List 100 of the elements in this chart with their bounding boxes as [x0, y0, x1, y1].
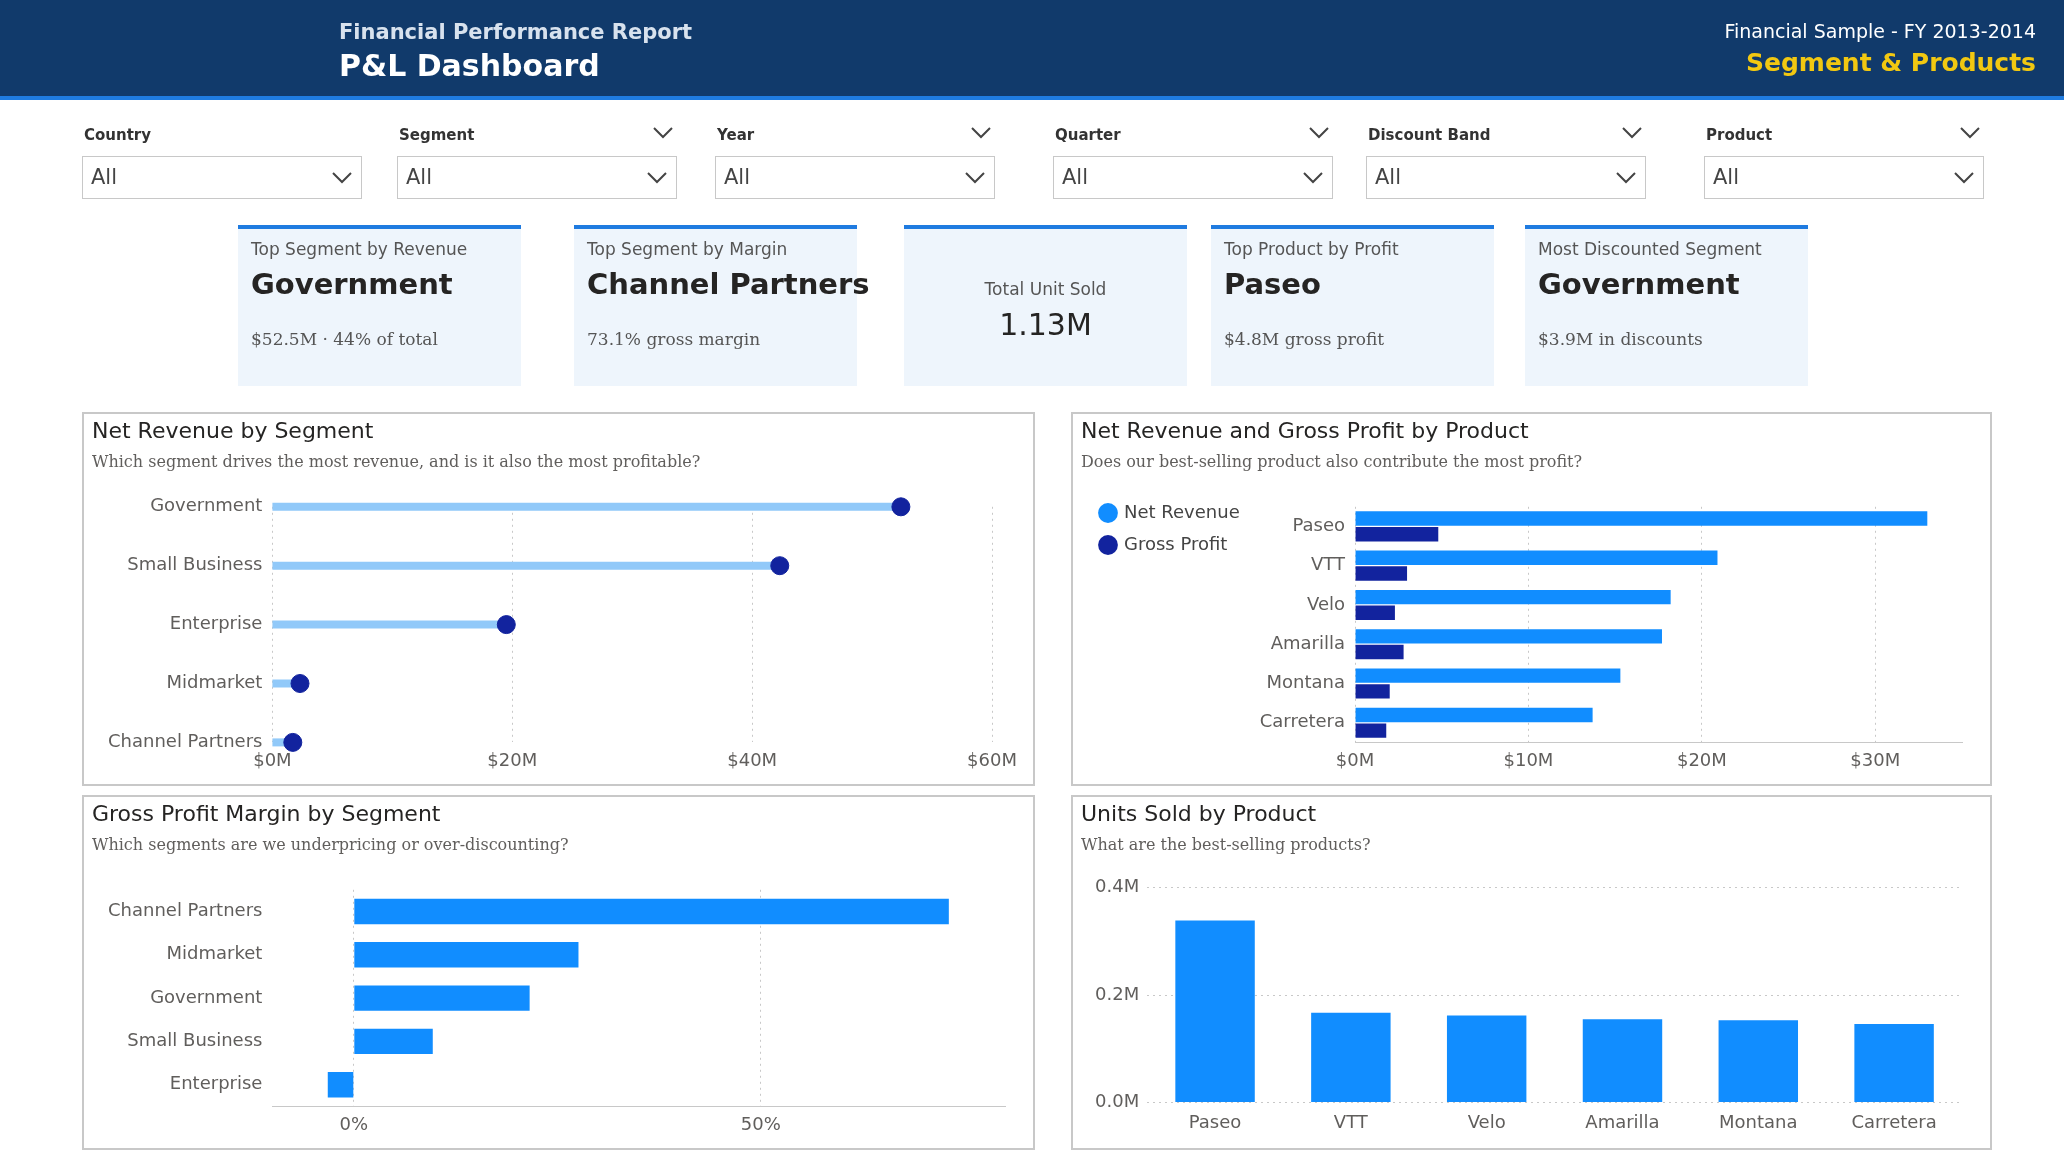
bar	[327, 1072, 354, 1098]
text: All	[1062, 165, 1089, 189]
bar	[354, 942, 579, 968]
y-tick-label: Midmarket	[166, 671, 263, 693]
bar	[354, 985, 530, 1011]
text: Channel Partners	[587, 267, 870, 301]
legend-label: Gross Profit	[1124, 532, 1228, 554]
text: All	[1713, 165, 1740, 189]
text: $3.9M in discounts	[1538, 329, 1703, 349]
y-tick-label: Velo	[1307, 592, 1346, 614]
text: Discount Band	[1368, 126, 1491, 144]
bar	[1355, 605, 1395, 621]
text: 73.1% gross margin	[587, 329, 761, 349]
y-tick-label: 0.4M	[1095, 875, 1140, 897]
text: Government	[1538, 267, 1740, 301]
bar	[1355, 644, 1404, 660]
chart-subtitle: Which segments are we underpricing or over-discounting?	[92, 835, 569, 854]
bar	[1355, 550, 1718, 566]
x-tick-label: 0%	[339, 1112, 369, 1134]
legend-label: Net Revenue	[1124, 500, 1240, 522]
chart-subtitle: Which segment drives the most revenue, and is it also the most profitable?	[92, 452, 701, 471]
text: Total Unit Sold	[983, 279, 1108, 299]
y-tick-label: Small Business	[127, 1029, 263, 1051]
x-tick-label: 50%	[740, 1112, 781, 1134]
bar	[1175, 920, 1255, 1102]
chart-subtitle: Does our best-selling product also contribute the most profit?	[1081, 452, 1583, 471]
bar	[1355, 723, 1387, 738]
text: Segment	[399, 126, 475, 144]
x-tick-label: Velo	[1467, 1110, 1506, 1132]
text: $4.8M gross profit	[1224, 329, 1385, 349]
point	[770, 556, 790, 576]
point	[496, 615, 516, 635]
bar	[1355, 707, 1593, 723]
text: Segment & Products	[1746, 48, 2036, 77]
bar	[1355, 668, 1621, 683]
y-tick-label: Government	[150, 494, 263, 516]
text: Financial Sample - FY 2013-2014	[1724, 20, 2036, 42]
x-tick-label: Amarilla	[1585, 1110, 1660, 1132]
y-tick-label: 0.0M	[1095, 1090, 1140, 1112]
bar	[1446, 1015, 1527, 1102]
text: Quarter	[1055, 126, 1121, 144]
text: $52.5M · 44% of total	[251, 329, 438, 349]
y-tick-label: VTT	[1311, 553, 1347, 575]
y-tick-label: Government	[150, 985, 263, 1007]
y-tick-label: Midmarket	[166, 942, 263, 964]
y-tick-label: Channel Partners	[107, 899, 263, 921]
bar	[1582, 1019, 1663, 1102]
bar	[1355, 589, 1671, 605]
bar	[1355, 629, 1662, 644]
x-tick-label: $20M	[1676, 748, 1727, 770]
y-tick-label: 0.2M	[1095, 982, 1140, 1004]
x-tick-label: Paseo	[1188, 1110, 1242, 1132]
chart-title: Gross Profit Margin by Segment	[92, 801, 441, 826]
x-tick-label: $60M	[967, 748, 1017, 770]
x-tick-label: $20M	[487, 748, 538, 770]
bar	[1718, 1020, 1799, 1102]
y-tick-label: Enterprise	[169, 1072, 263, 1094]
point	[290, 674, 310, 693]
bar	[1854, 1024, 1934, 1102]
x-tick-label: $0M	[1335, 748, 1375, 770]
text: Product	[1706, 126, 1773, 144]
text: Paseo	[1224, 267, 1321, 301]
text: 1.13M	[998, 307, 1093, 342]
bar	[1311, 1012, 1391, 1102]
x-tick-label: Carretera	[1851, 1110, 1937, 1132]
text: Year	[717, 126, 755, 144]
x-tick-label: Montana	[1719, 1110, 1798, 1132]
text: Most Discounted Segment	[1538, 239, 1762, 259]
text: All	[1375, 165, 1402, 189]
text: Financial Performance Report	[339, 20, 693, 44]
y-tick-label: Montana	[1266, 671, 1346, 693]
y-tick-label: Paseo	[1292, 514, 1346, 536]
x-tick-label: $40M	[727, 748, 778, 770]
text: Top Segment by Revenue	[251, 239, 468, 259]
chart-title: Net Revenue by Segment	[92, 418, 374, 443]
x-tick-label: VTT	[1333, 1110, 1369, 1132]
text: Country	[84, 126, 152, 144]
y-tick-label: Amarilla	[1270, 631, 1346, 653]
chart-subtitle: What are the best-selling products?	[1081, 835, 1371, 854]
bar	[1355, 527, 1439, 542]
point	[891, 497, 911, 517]
y-tick-label: Small Business	[127, 553, 263, 575]
text: All	[724, 165, 751, 189]
bar	[1355, 511, 1928, 526]
bar	[1355, 684, 1390, 699]
text: Top Segment by Margin	[587, 239, 788, 259]
chart-title: Net Revenue and Gross Profit by Product	[1081, 418, 1529, 443]
text: All	[406, 165, 433, 189]
text: All	[91, 165, 118, 189]
chart-title: Units Sold by Product	[1081, 801, 1317, 826]
point	[283, 732, 303, 752]
bar	[354, 1028, 433, 1055]
text: P&L Dashboard	[339, 48, 600, 83]
text: Top Product by Profit	[1224, 239, 1399, 259]
x-tick-label: $30M	[1850, 748, 1901, 770]
text: Government	[251, 267, 453, 301]
y-tick-label: Enterprise	[169, 612, 263, 634]
bar	[354, 898, 949, 925]
x-tick-label: $10M	[1503, 748, 1554, 770]
y-tick-label: Carretera	[1259, 710, 1346, 732]
